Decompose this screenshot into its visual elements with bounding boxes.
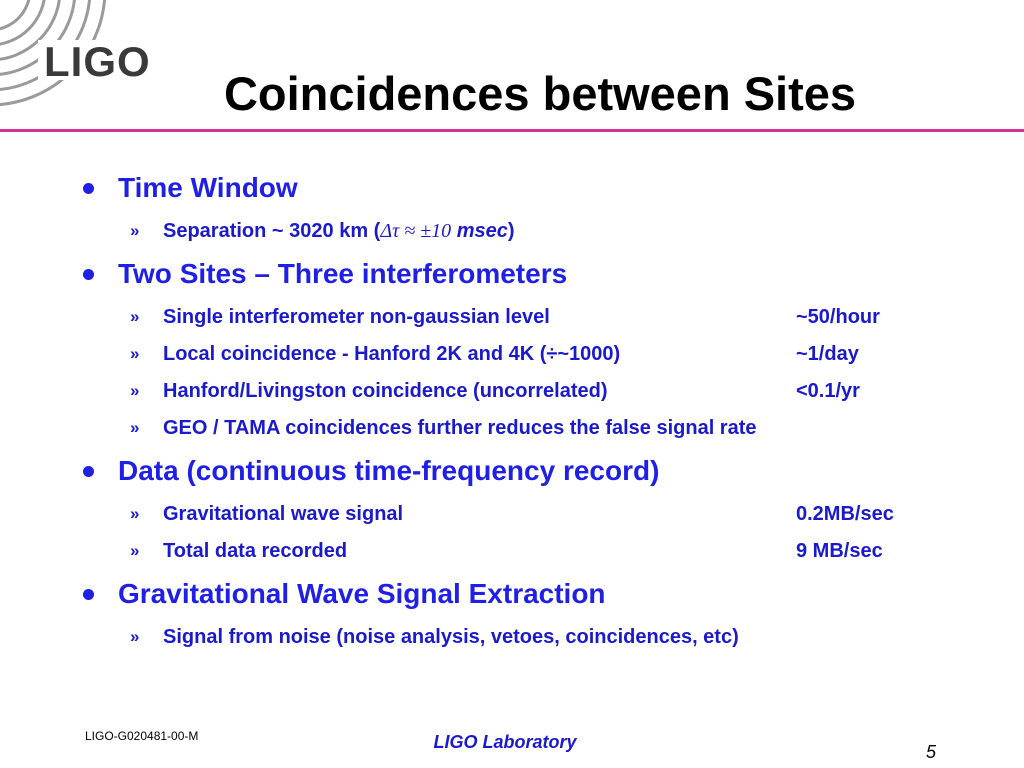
bullet — [83, 183, 94, 194]
sub-bullet: » — [130, 418, 140, 437]
sub-item-value: 0.2MB/sec — [796, 503, 894, 525]
sub-item-value: ~1/day — [796, 343, 859, 365]
sub-bullet: » — [130, 541, 140, 560]
sub-item-value: ~50/hour — [796, 306, 880, 328]
sub-item: Local coincidence - Hanford 2K and 4K (÷… — [163, 343, 621, 365]
sub-bullet: » — [130, 221, 140, 240]
sub-bullet: » — [130, 504, 140, 523]
title-rule — [0, 129, 1024, 132]
section-heading: Time Window — [118, 172, 298, 203]
section-heading: Two Sites – Three interferometers — [118, 258, 568, 289]
sub-item: Single interferometer non-gaussian level — [163, 306, 550, 328]
sub-item: GEO / TAMA coincidences further reduces … — [163, 417, 757, 439]
logo-text: LIGO — [44, 38, 151, 85]
text-run: Δτ ≈ ±10 — [380, 220, 452, 242]
logo-arcs — [0, 0, 162, 107]
sub-item: Signal from noise (noise analysis, vetoe… — [163, 626, 739, 648]
sub-item-value: 9 MB/sec — [796, 540, 883, 562]
text-run: Separation ~ 3020 km ( — [163, 220, 381, 242]
sub-item: Gravitational wave signal — [163, 503, 404, 525]
sub-bullet: » — [130, 307, 140, 326]
sub-item: Hanford/Livingston coincidence (uncorrel… — [163, 380, 608, 402]
sub-bullet: » — [130, 381, 140, 400]
sub-item-value: <0.1/yr — [796, 380, 860, 402]
bullet — [83, 589, 94, 600]
footer-lab: LIGO Laboratory — [433, 732, 577, 752]
sub-bullet: » — [130, 627, 140, 646]
section-heading: Gravitational Wave Signal Extraction — [118, 578, 606, 609]
text-run: msec — [451, 220, 508, 242]
sub-bullet: » — [130, 344, 140, 363]
doc-id: LIGO-G020481-00-M — [85, 729, 199, 743]
page-number: 5 — [926, 742, 937, 762]
text-run: ) — [507, 220, 515, 242]
bullet — [83, 466, 94, 477]
section-heading: Data (continuous time-frequency record) — [118, 455, 660, 486]
bullet — [83, 269, 94, 280]
slide-title: Coincidences between Sites — [223, 67, 857, 120]
sub-item: Separation ~ 3020 km (Δτ ≈ ±10 msec) — [163, 218, 515, 244]
sub-item: Total data recorded — [163, 540, 348, 562]
